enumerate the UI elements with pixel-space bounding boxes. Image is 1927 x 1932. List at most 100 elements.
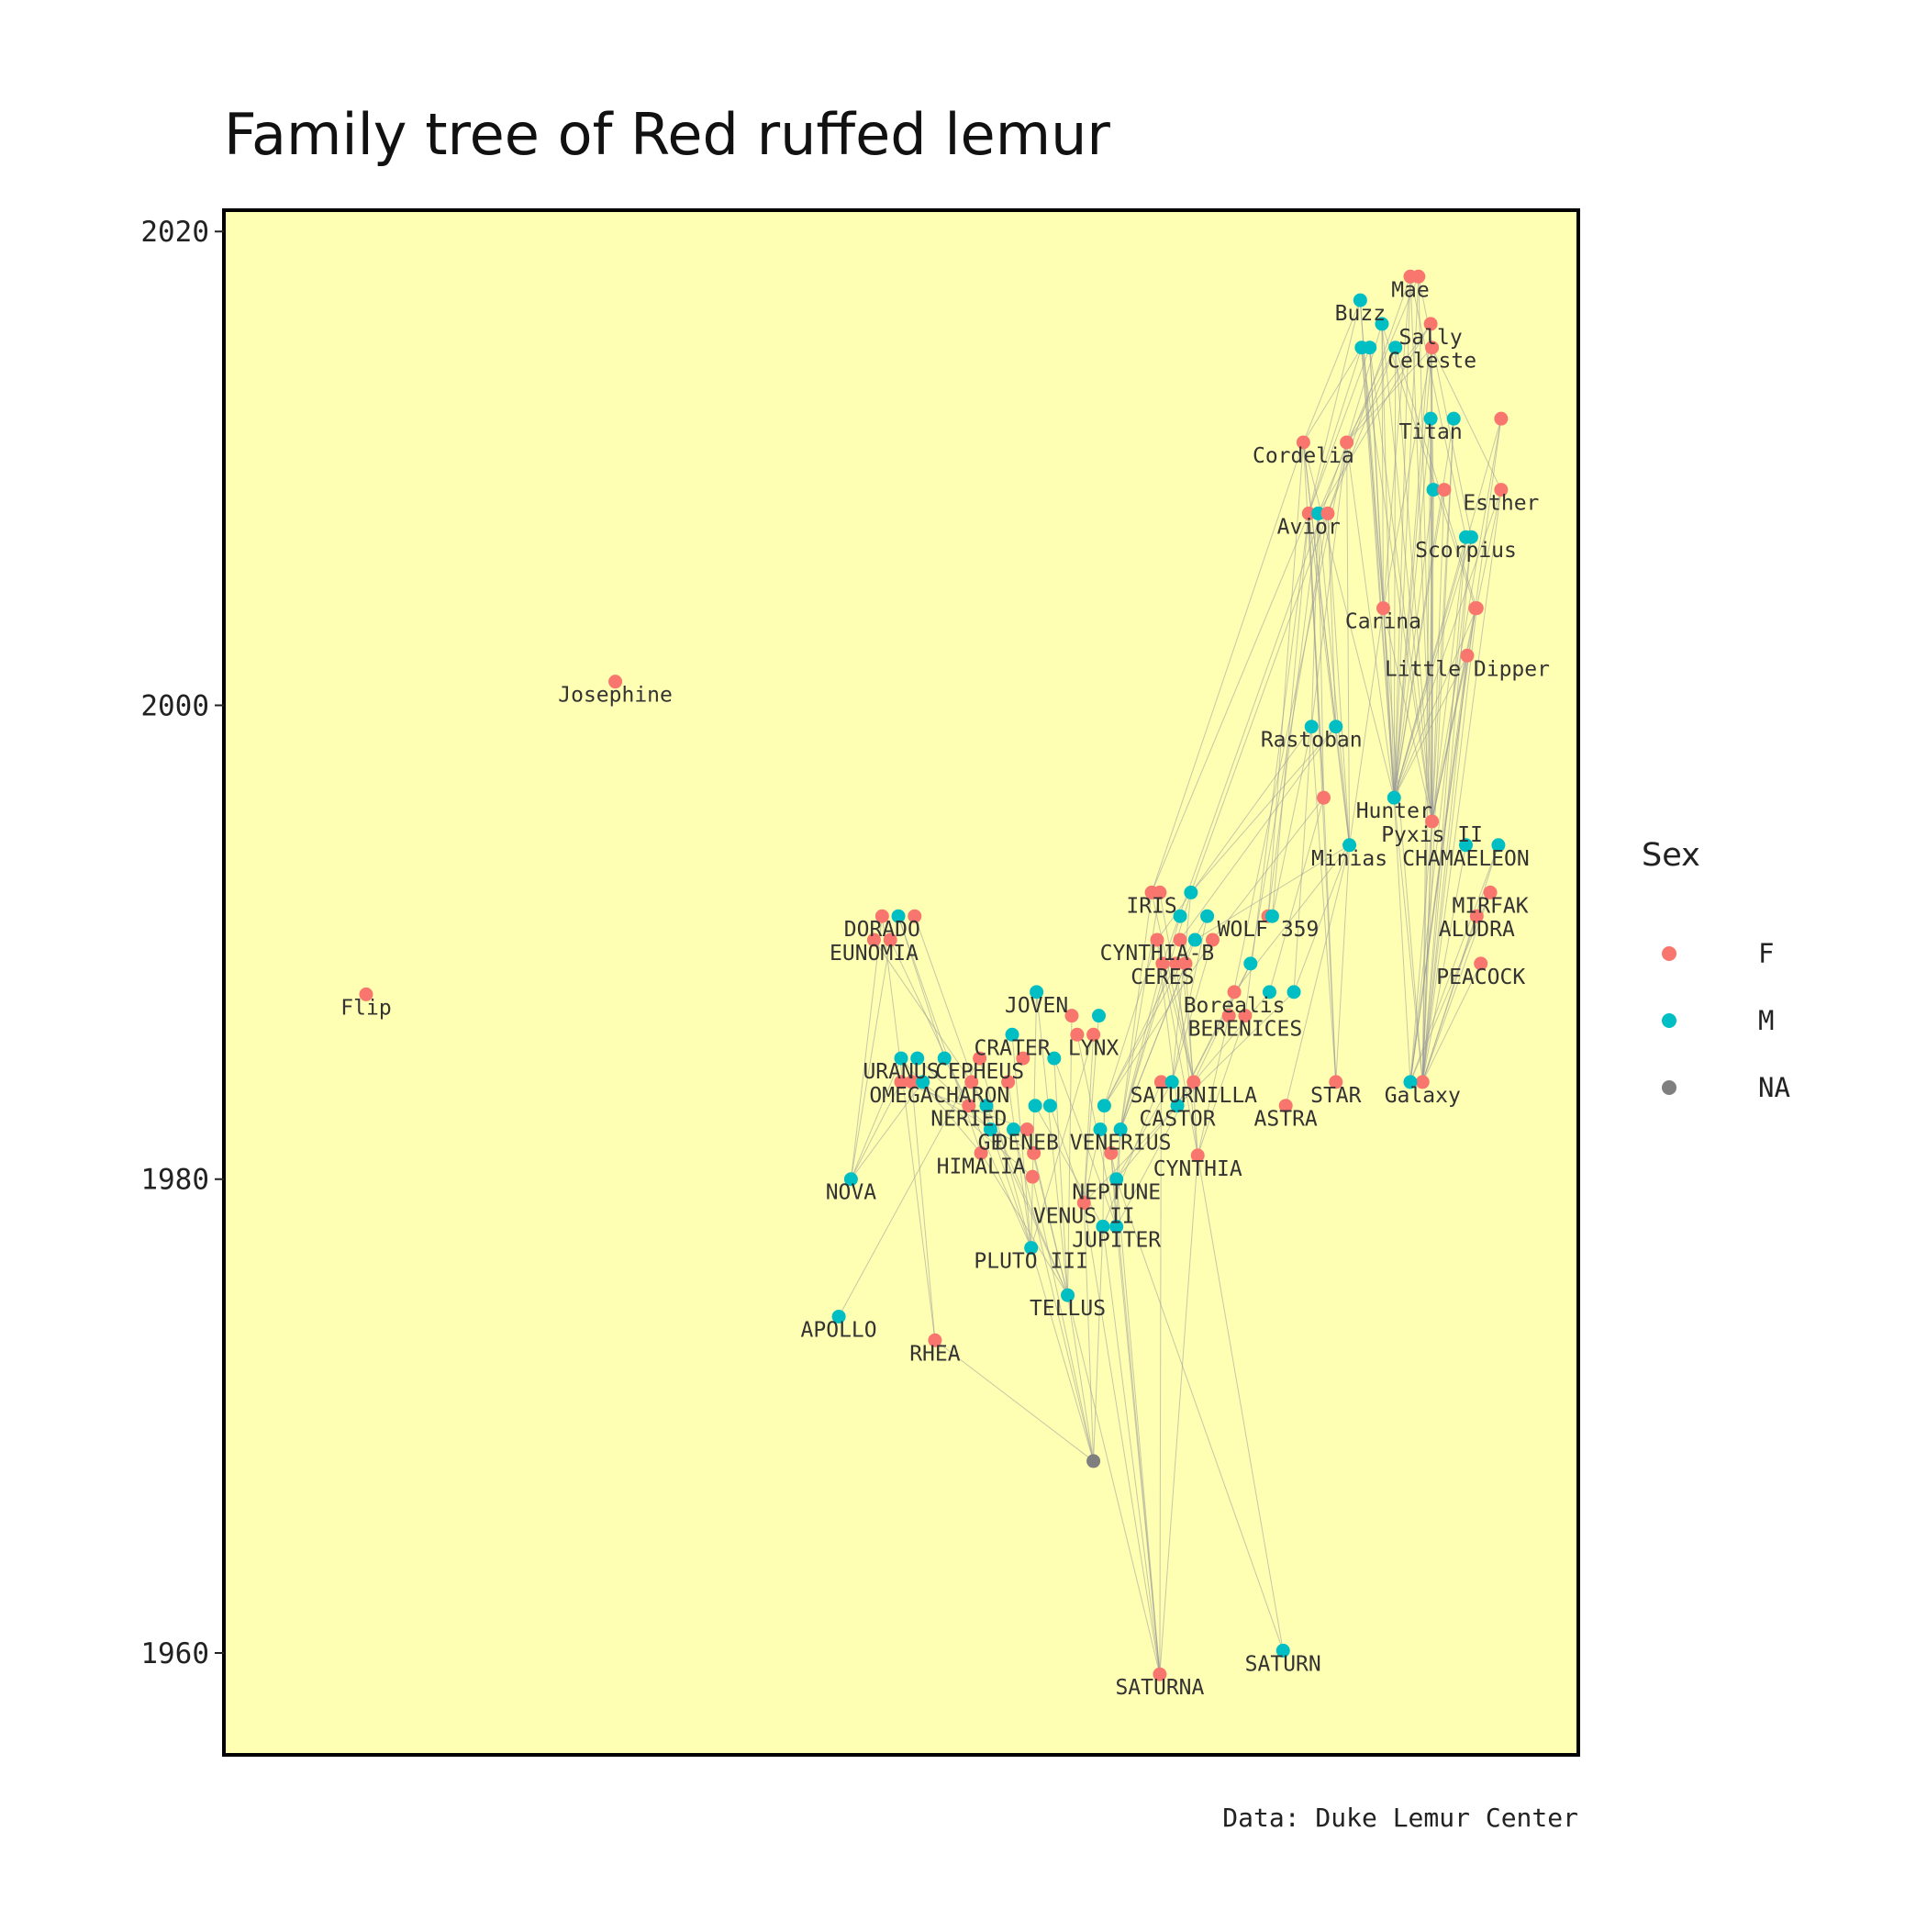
edge-126	[1421, 892, 1491, 1083]
edge-15	[943, 1057, 970, 1106]
edge-34	[1030, 1247, 1095, 1462]
edge-32	[1053, 1058, 1069, 1296]
edge-39	[1031, 1177, 1095, 1462]
node-label-96: Avior	[1277, 515, 1341, 539]
node-point-115	[1411, 269, 1426, 284]
edge-18	[922, 1081, 1033, 1178]
edge-22	[968, 1105, 1032, 1248]
node-label-27: NERIED	[930, 1108, 1007, 1132]
edge-31	[1033, 1153, 1069, 1296]
edge-91	[1103, 939, 1213, 1107]
node-point-77	[1304, 720, 1319, 734]
edge-162	[1393, 323, 1431, 798]
node-point-4	[928, 1333, 942, 1347]
node-point-67	[1227, 985, 1242, 1000]
edge-112	[1268, 798, 1324, 992]
edge-166	[1393, 276, 1420, 798]
edge-26	[1036, 991, 1069, 1296]
edge-212	[1302, 299, 1361, 443]
node-label-8: EUNOMIA	[830, 942, 919, 966]
edge-88	[1119, 963, 1186, 1130]
edge-83	[1119, 892, 1153, 1130]
node-point-39	[1113, 1122, 1128, 1137]
edge-127	[1421, 916, 1477, 1083]
node-point-45	[1109, 1219, 1124, 1234]
node-point-6	[891, 909, 906, 923]
node-point-98	[1320, 506, 1335, 520]
node-point-8	[866, 932, 881, 947]
node-label-63: CERES	[1131, 966, 1194, 989]
node-point-78	[1329, 720, 1343, 734]
edge-43	[1083, 1129, 1101, 1203]
node-point-65	[1178, 956, 1193, 971]
edge-172	[1431, 537, 1466, 822]
node-point-0	[359, 987, 373, 1001]
node-point-88	[1469, 909, 1484, 923]
node-point-84	[1403, 1075, 1418, 1089]
edge-5	[881, 916, 936, 1341]
edge-62	[1067, 1295, 1161, 1675]
legend: Sex F M NA	[1642, 837, 1790, 1103]
edge-72	[1197, 1015, 1230, 1156]
node-point-83	[1415, 1075, 1430, 1089]
node-label-52: IRIS	[1126, 894, 1176, 918]
node-label-59: CYNTHIA-B	[1100, 942, 1215, 966]
edge-9	[914, 916, 991, 1130]
edge-181	[1395, 347, 1433, 822]
edge-197	[1327, 513, 1337, 727]
edge-129	[1421, 655, 1468, 1082]
node-point-36	[1025, 1169, 1040, 1184]
edge-205	[1308, 347, 1363, 514]
node-label-90: Little Dipper	[1385, 657, 1550, 681]
nodes-layer	[359, 269, 1509, 1681]
node-label-79: Minias	[1311, 847, 1387, 871]
node-point-49	[1153, 1075, 1168, 1089]
edge-7	[838, 1057, 981, 1317]
node-label-47: CASTOR	[1140, 1108, 1216, 1132]
node-label-81: Hunter	[1356, 799, 1432, 823]
edge-2	[850, 1057, 902, 1179]
node-point-89	[1474, 956, 1488, 971]
edge-196	[1310, 441, 1348, 727]
edge-177	[1431, 419, 1502, 822]
edge-114	[1293, 844, 1351, 993]
node-point-17	[1005, 1027, 1019, 1042]
edge-63	[1159, 1155, 1198, 1675]
node-point-10	[894, 1051, 908, 1066]
edge-115	[1244, 513, 1309, 1016]
edge-130	[1421, 608, 1477, 1082]
legend-title: Sex	[1642, 837, 1700, 874]
edge-10	[889, 939, 970, 1106]
node-label-73: STAR	[1310, 1084, 1362, 1108]
node-label-113: Buzz	[1335, 302, 1386, 326]
edge-155	[1393, 419, 1431, 798]
node-point-100	[1426, 483, 1441, 497]
node-point-68	[1262, 985, 1276, 1000]
legend-label-na: NA	[1758, 1072, 1790, 1103]
node-point-95	[1464, 530, 1478, 544]
node-point-97	[1311, 506, 1326, 520]
edge-167	[1302, 441, 1395, 798]
edge-217	[1346, 323, 1431, 443]
node-point-70	[1238, 1009, 1253, 1023]
node-point-48	[1186, 1075, 1201, 1089]
node-point-43	[1109, 1172, 1124, 1187]
node-point-30	[1042, 1099, 1057, 1113]
y-axis: 1960 1980 2000 2020	[140, 216, 224, 1670]
edge-193	[1318, 513, 1325, 798]
node-point-9	[883, 932, 897, 947]
edge-103	[1190, 513, 1329, 893]
node-point-59	[1150, 932, 1164, 947]
edge-215	[1346, 347, 1397, 443]
edge-191	[1349, 608, 1384, 845]
edge-97	[1267, 441, 1304, 917]
node-point-90	[1460, 648, 1475, 663]
edge-198	[1302, 441, 1337, 727]
node-point-80	[1317, 790, 1331, 805]
node-label-18: LYNX	[1068, 1036, 1119, 1060]
node-point-16	[1030, 985, 1044, 1000]
edge-95	[1171, 916, 1209, 1083]
node-point-13	[894, 1075, 908, 1089]
edge-14	[917, 1057, 991, 1130]
